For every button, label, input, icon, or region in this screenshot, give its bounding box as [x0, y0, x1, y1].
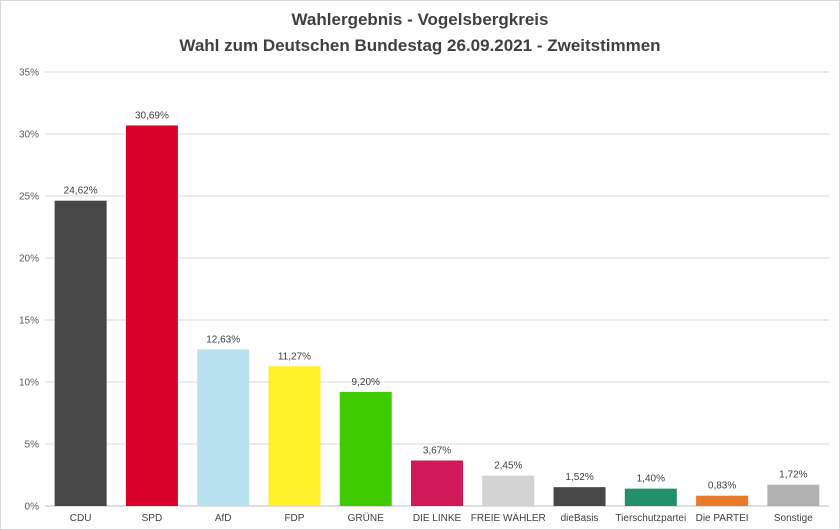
data-label: 1,72%: [779, 470, 807, 481]
x-tick-label: FDP: [284, 513, 304, 524]
x-tick-label: Tierschutzpartei: [615, 513, 686, 524]
x-tick-label: Sonstige: [774, 513, 813, 524]
x-tick-label: CDU: [70, 513, 92, 524]
bar-sonstige: [767, 484, 820, 506]
y-tick-label: 20%: [19, 254, 39, 265]
bar-die-partei: [696, 495, 749, 506]
y-tick-label: 5%: [25, 440, 40, 451]
data-label: 30,69%: [135, 110, 169, 121]
y-tick-label: 25%: [19, 192, 39, 203]
y-tick-label: 30%: [19, 130, 39, 141]
x-tick-label: dieBasis: [561, 513, 599, 524]
y-tick-label: 0%: [25, 502, 40, 513]
y-tick-label: 35%: [19, 68, 39, 79]
bar-fdp: [268, 366, 321, 506]
data-label: 11,27%: [278, 351, 311, 362]
bar-tierschutzpartei: [624, 488, 677, 506]
chart-title: Wahlergebnis - Vogelsbergkreis: [291, 10, 549, 29]
data-label: 9,20%: [352, 377, 380, 388]
x-tick-label: DIE LINKE: [413, 513, 462, 524]
data-label: 3,67%: [423, 445, 451, 456]
data-label: 24,62%: [64, 186, 98, 197]
data-label: 12,63%: [206, 334, 240, 345]
x-tick-label: AfD: [215, 513, 232, 524]
x-tick-label: SPD: [142, 513, 163, 524]
x-tick-label: GRÜNE: [348, 512, 384, 524]
bar-freie-wähler: [482, 475, 535, 506]
bar-spd: [125, 125, 178, 506]
bar-diebasis: [553, 487, 606, 506]
bar-die-linke: [411, 460, 463, 506]
bar-cdu: [54, 200, 107, 506]
data-label: 1,40%: [637, 474, 665, 485]
bar-afd: [197, 349, 250, 506]
data-label: 1,52%: [565, 472, 593, 483]
chart-subtitle: Wahl zum Deutschen Bundestag 26.09.2021 …: [179, 36, 661, 55]
y-tick-label: 10%: [19, 378, 39, 389]
bar-grüne: [339, 391, 392, 506]
data-label: 2,45%: [494, 461, 522, 472]
y-tick-label: 15%: [19, 316, 39, 327]
x-tick-label: FREIE WÄHLER: [471, 512, 546, 524]
data-label: 0,83%: [708, 481, 736, 492]
x-tick-label: Die PARTEI: [696, 513, 749, 524]
